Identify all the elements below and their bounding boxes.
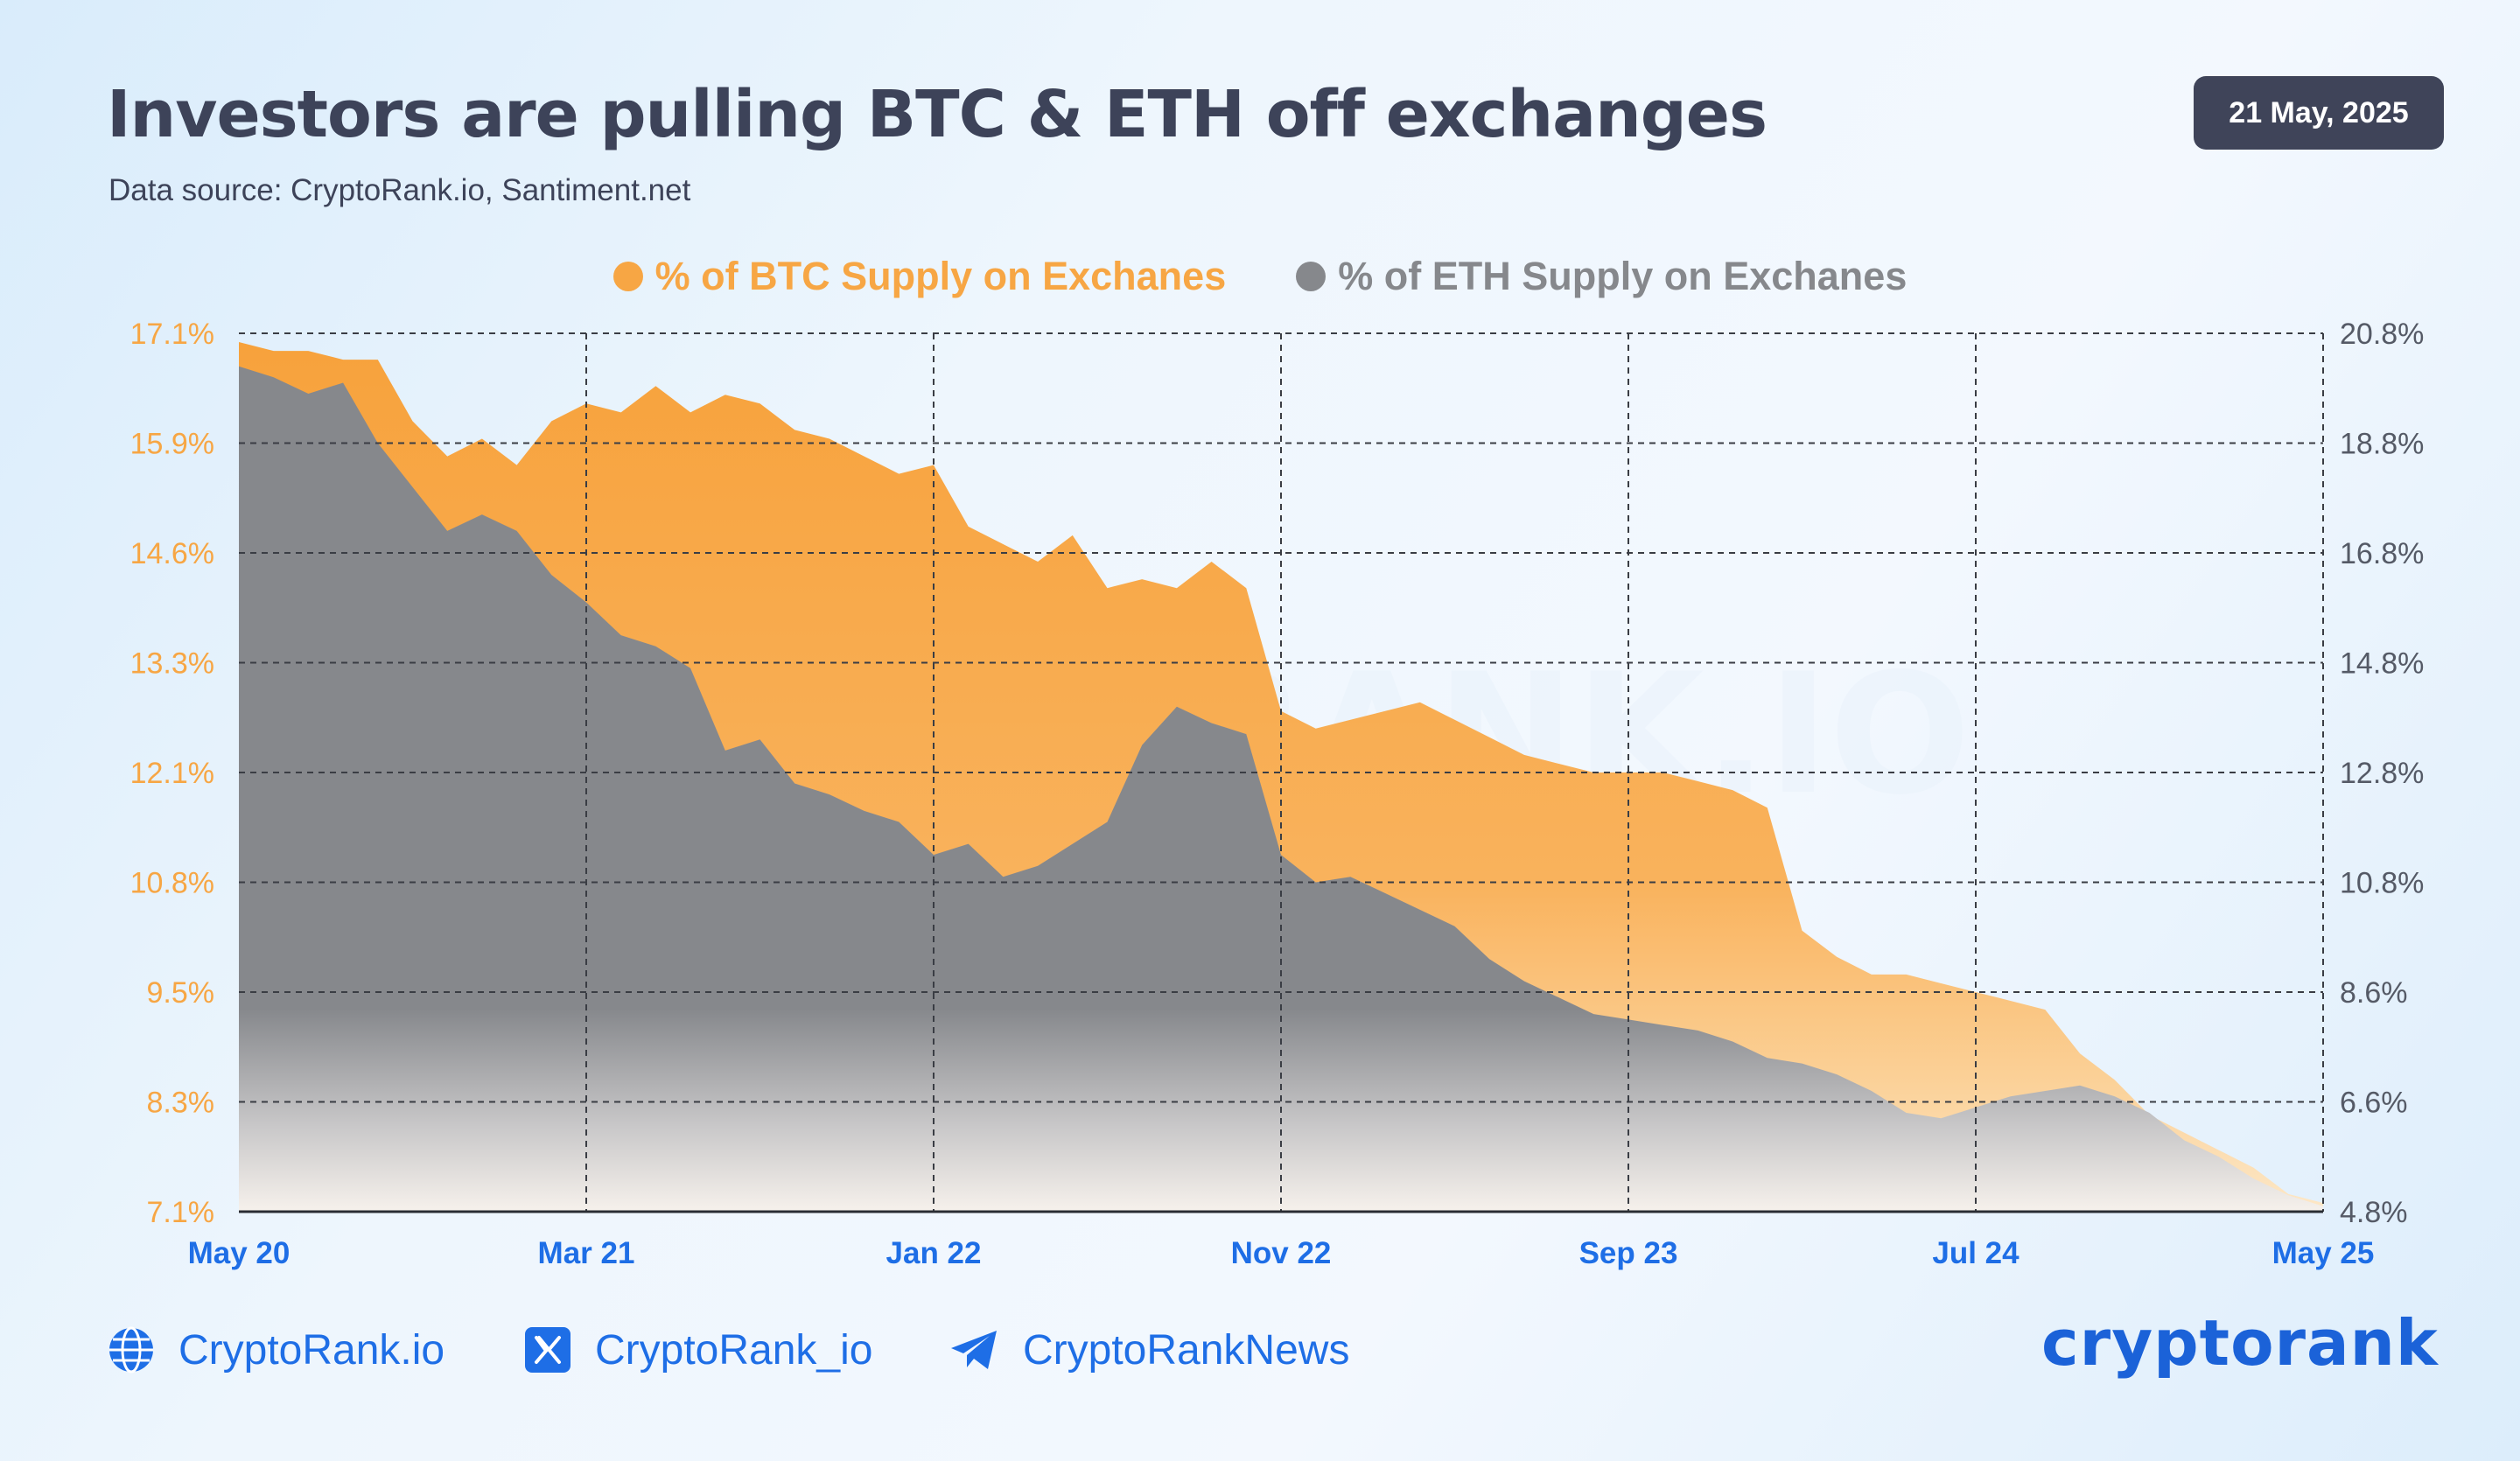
- x-tick-label: Jul 24: [1932, 1236, 2020, 1270]
- y-left-tick-label: 10.8%: [130, 867, 214, 900]
- legend-item-btc[interactable]: % of BTC Supply on Exchanes: [612, 254, 1227, 299]
- cryptorank-logo: cryptorank: [2041, 1306, 2439, 1380]
- x-tick-label: Jan 22: [886, 1236, 982, 1270]
- y-right-tick-label: 14.8%: [2340, 647, 2424, 681]
- y-left-tick-label: 13.3%: [130, 647, 214, 681]
- chart-legend: % of BTC Supply on Exchanes % of ETH Sup…: [0, 250, 2520, 303]
- x-tick-label: Nov 22: [1231, 1236, 1332, 1270]
- legend-swatch-btc: [612, 262, 643, 291]
- legend-swatch-eth: [1296, 262, 1326, 291]
- date-badge: 21 May, 2025: [2194, 76, 2444, 150]
- y-right-tick-label: 12.8%: [2340, 757, 2424, 790]
- footer-link-x[interactable]: CryptoRank_io: [523, 1325, 872, 1374]
- data-source-note: Data source: CryptoRank.io, Santiment.ne…: [108, 173, 691, 207]
- eth-area: [239, 366, 2323, 1212]
- legend-label-btc: % of BTC Supply on Exchanes: [654, 254, 1227, 298]
- footer-link-telegram[interactable]: CryptoRankNews: [948, 1325, 1349, 1374]
- page-title: Investors are pulling BTC & ETH off exch…: [107, 77, 1768, 152]
- y-left-tick-label: 17.1%: [130, 318, 214, 351]
- x-tick-label: Sep 23: [1579, 1236, 1678, 1270]
- y-left-tick-label: 14.6%: [130, 537, 214, 570]
- y-right-tick-label: 6.6%: [2340, 1087, 2408, 1120]
- x-logo-icon: [525, 1327, 570, 1373]
- y-right-tick-label: 4.8%: [2340, 1196, 2408, 1229]
- legend-item-eth[interactable]: % of ETH Supply on Exchanes: [1296, 254, 1907, 299]
- footer-link-website[interactable]: CryptoRank.io: [107, 1325, 444, 1374]
- y-right-tick-label: 16.8%: [2340, 537, 2424, 570]
- x-tick-label: May 25: [2272, 1236, 2375, 1270]
- x-tick-label: Mar 21: [538, 1236, 635, 1270]
- y-right-tick-label: 8.6%: [2340, 976, 2408, 1010]
- footer-link-website-label: CryptoRank.io: [178, 1326, 445, 1374]
- x-tick-label: May 20: [188, 1236, 290, 1270]
- footer-link-x-label: CryptoRank_io: [595, 1326, 873, 1374]
- legend-label-eth: % of ETH Supply on Exchanes: [1338, 254, 1908, 298]
- y-left-tick-label: 8.3%: [147, 1087, 215, 1120]
- y-right-tick-label: 20.8%: [2340, 318, 2424, 351]
- y-right-tick-label: 18.8%: [2340, 428, 2424, 461]
- footer-link-telegram-label: CryptoRankNews: [1023, 1326, 1350, 1374]
- y-left-tick-label: 15.9%: [130, 428, 214, 461]
- y-right-tick-label: 10.8%: [2340, 867, 2424, 900]
- telegram-icon: [951, 1331, 997, 1369]
- y-left-tick-label: 9.5%: [147, 976, 215, 1010]
- y-left-tick-label: 12.1%: [130, 757, 214, 790]
- y-left-tick-label: 7.1%: [147, 1196, 215, 1229]
- area-chart: RANK.IO 17.1% 20.8%15.9% 18.8%14.6% 16.8%13…: [130, 318, 2425, 1270]
- globe-icon: [109, 1326, 153, 1374]
